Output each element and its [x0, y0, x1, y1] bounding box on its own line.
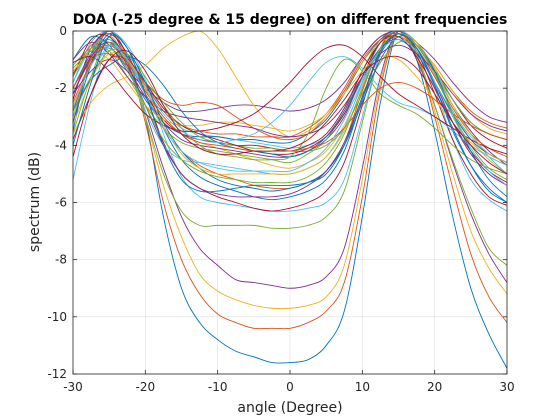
x-tick-label: -10: [208, 380, 228, 394]
tick-marks: [72, 30, 508, 375]
x-tick-label: 0: [286, 380, 294, 394]
x-axis-label: angle (Degree): [237, 400, 342, 416]
x-tick-label: 10: [355, 380, 370, 394]
series-line-36: [72, 33, 508, 203]
x-tick-labels: -30 -20 -10 0 10 20 30: [63, 380, 514, 394]
y-tick-label: -6: [55, 196, 67, 210]
y-tick-labels: 0 -2 -4 -6 -8 -10 -12: [47, 24, 67, 381]
y-tick-label: 0: [59, 24, 67, 38]
y-axis-label: spectrum (dB): [27, 152, 43, 252]
series-line-29: [72, 32, 508, 198]
x-tick-label: -30: [63, 380, 83, 394]
x-tick-label: -20: [136, 380, 156, 394]
series-line-31: [72, 33, 508, 175]
series-layer: [72, 30, 508, 369]
y-tick-label: -8: [55, 253, 67, 267]
series-line-35: [72, 50, 508, 175]
series-line-28: [72, 44, 508, 155]
series-line-5: [72, 30, 508, 266]
y-tick-label: -12: [47, 367, 67, 381]
series-line-30: [72, 44, 508, 152]
chart-title: DOA (-25 degree & 15 degree) on differen…: [73, 12, 508, 28]
series-line-26: [72, 48, 508, 175]
x-tick-label: 30: [499, 380, 514, 394]
series-line-33: [72, 33, 508, 184]
y-tick-label: -4: [55, 138, 67, 152]
y-tick-label: -10: [47, 310, 67, 324]
x-tick-label: 20: [427, 380, 442, 394]
y-tick-label: -2: [55, 81, 67, 95]
